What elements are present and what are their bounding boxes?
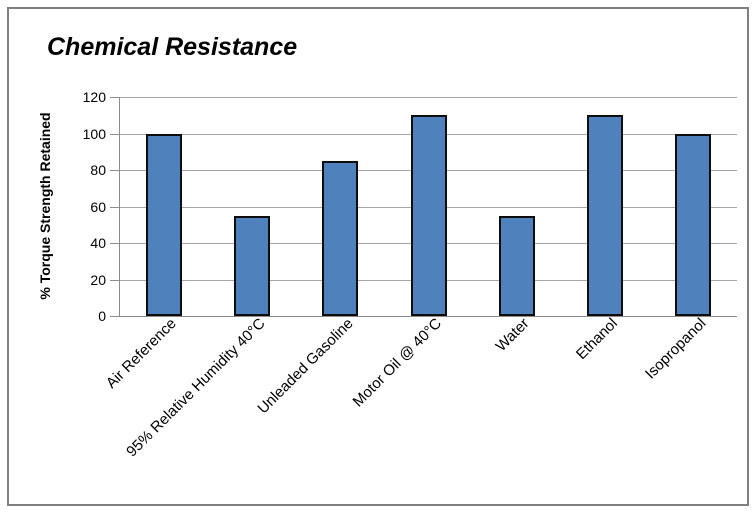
x-axis-label-5: Ethanol <box>572 315 621 363</box>
y-tick-label-80: 80 <box>90 162 106 178</box>
x-axis-label-0: Air Reference <box>103 315 181 392</box>
gridline-120 <box>120 97 737 98</box>
x-axis-label-4: Water <box>492 315 533 355</box>
bar-3 <box>410 115 447 316</box>
y-tick-label-0: 0 <box>98 308 106 324</box>
x-axis-label-2: Unleaded Gasoline <box>254 315 357 418</box>
y-tick-label-40: 40 <box>90 235 106 251</box>
y-tick-mark-100 <box>110 133 119 135</box>
y-tick-label-60: 60 <box>90 198 106 215</box>
bar-5 <box>586 115 623 316</box>
y-tick-label-20: 20 <box>90 271 106 288</box>
y-tick-label-120: 120 <box>82 89 106 105</box>
chart-frame: Chemical Resistance % Torque Strength Re… <box>7 7 749 506</box>
y-tick-mark-40 <box>110 243 119 244</box>
x-axis-label-6: Isopropanol <box>641 315 709 383</box>
y-tick-mark-80 <box>110 170 119 171</box>
bar-6 <box>674 133 711 316</box>
y-tick-mark-60 <box>110 206 119 208</box>
bar-1 <box>234 215 271 316</box>
y-tick-mark-20 <box>110 279 119 281</box>
y-tick-mark-0 <box>110 316 119 317</box>
bar-4 <box>498 215 535 316</box>
y-tick-mark-120 <box>110 97 119 98</box>
chart-title: Chemical Resistance <box>47 33 298 61</box>
x-axis-label-3: Motor Oil @ 40°C <box>349 315 445 411</box>
bar-2 <box>322 160 359 316</box>
y-tick-label-100: 100 <box>82 125 106 142</box>
bar-0 <box>146 133 183 316</box>
plot-area <box>119 97 737 317</box>
